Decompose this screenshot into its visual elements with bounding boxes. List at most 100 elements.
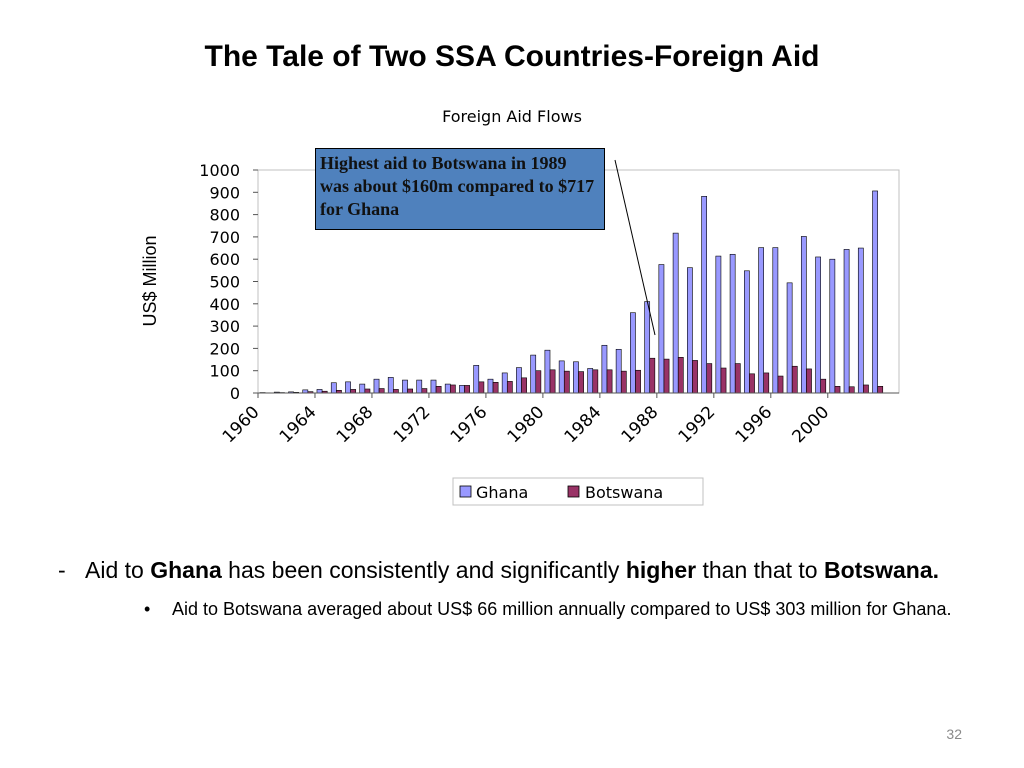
x-tick-label: 1972 bbox=[390, 402, 435, 447]
sub-bullet-text: Aid to Botswana averaged about US$ 66 mi… bbox=[172, 599, 952, 619]
x-tick-label: 2000 bbox=[789, 402, 834, 447]
bar-ghana-1967 bbox=[359, 383, 366, 394]
bars bbox=[258, 190, 899, 394]
bar-botswana-1975 bbox=[478, 381, 485, 394]
bar-ghana-1976 bbox=[487, 378, 494, 394]
bar-ghana-1983 bbox=[587, 368, 594, 394]
bar-ghana-1978 bbox=[516, 367, 522, 394]
y-tick-label: 1000 bbox=[199, 161, 240, 180]
bar-ghana-1975 bbox=[473, 365, 480, 394]
y-tick-label: 400 bbox=[209, 295, 240, 314]
bar-botswana-1976 bbox=[492, 381, 499, 394]
bullet-level-2: • Aid to Botswana averaged about US$ 66 m… bbox=[144, 596, 982, 622]
bar-ghana-1985 bbox=[615, 348, 622, 394]
bar-ghana-1969 bbox=[387, 377, 394, 394]
bar-botswana-1973 bbox=[449, 384, 456, 394]
bar-botswana-1992 bbox=[720, 367, 727, 394]
bar-ghana-1982 bbox=[573, 361, 579, 394]
y-tick-label: 300 bbox=[209, 317, 240, 336]
legend-swatch-botswana bbox=[567, 485, 580, 498]
bar-botswana-1978 bbox=[521, 377, 527, 394]
bullet-list: - Aid to Ghana has been consistently and … bbox=[58, 555, 1008, 622]
bar-ghana-1993 bbox=[729, 253, 736, 394]
bar-ghana-1988 bbox=[658, 264, 665, 394]
x-tick-label: 1984 bbox=[561, 402, 606, 447]
legend-label-ghana: Ghana bbox=[476, 483, 528, 502]
bar-ghana-1990 bbox=[687, 267, 693, 394]
bar-botswana-1983 bbox=[592, 369, 599, 394]
bar-ghana-1977 bbox=[501, 372, 508, 394]
bar-botswana-1970 bbox=[407, 388, 414, 394]
legend-label-botswana: Botswana bbox=[585, 483, 663, 502]
page-number: 32 bbox=[946, 726, 962, 742]
bar-botswana-1982 bbox=[578, 371, 584, 394]
bar-ghana-1971 bbox=[416, 379, 423, 394]
bar-ghana-1974 bbox=[459, 385, 465, 394]
bar-ghana-1984 bbox=[601, 344, 608, 394]
x-tick-label: 1976 bbox=[447, 402, 492, 447]
bar-botswana-2001 bbox=[848, 386, 855, 394]
chart-title: Foreign Aid Flows bbox=[442, 107, 582, 126]
bar-ghana-1997 bbox=[786, 282, 793, 394]
bullet-level-1: - Aid to Ghana has been consistently and … bbox=[58, 555, 1008, 586]
x-tick-label: 1988 bbox=[618, 402, 663, 447]
bullet-text: has been consistently and significantly bbox=[221, 557, 626, 583]
bullet-bold-higher: higher bbox=[625, 557, 697, 583]
bullet-text: Aid to bbox=[85, 557, 151, 583]
bar-botswana-1994 bbox=[749, 373, 755, 394]
bullet-dash: - bbox=[58, 557, 66, 583]
bar-botswana-1999 bbox=[820, 378, 827, 394]
bar-ghana-1964 bbox=[316, 389, 323, 394]
x-tick-label: 1960 bbox=[219, 402, 264, 447]
bar-ghana-1979 bbox=[530, 354, 537, 394]
bar-botswana-1990 bbox=[692, 360, 698, 394]
bar-ghana-1987 bbox=[644, 301, 651, 394]
bar-botswana-1991 bbox=[706, 363, 713, 394]
y-axis: 0 100 200 300 400 500 600 700 800 900 1000 bbox=[199, 161, 258, 403]
bar-botswana-1997 bbox=[791, 365, 798, 394]
bar-botswana-1974 bbox=[464, 385, 470, 394]
bar-ghana-1992 bbox=[715, 255, 722, 394]
y-tick-label: 500 bbox=[209, 273, 240, 292]
bar-ghana-1991 bbox=[701, 196, 708, 394]
bar-botswana-1980 bbox=[549, 369, 556, 394]
bar-botswana-1989 bbox=[677, 357, 684, 394]
y-tick-label: 200 bbox=[209, 339, 240, 358]
bar-botswana-1985 bbox=[620, 370, 627, 394]
bar-ghana-1968 bbox=[373, 378, 380, 394]
bar-botswana-2003 bbox=[877, 386, 884, 394]
bar-ghana-1999 bbox=[815, 256, 821, 394]
bar-botswana-1969 bbox=[393, 389, 399, 394]
bar-ghana-1966 bbox=[345, 381, 351, 394]
bar-botswana-1972 bbox=[435, 386, 442, 394]
bullet-dot: • bbox=[144, 599, 151, 619]
bar-ghana-1996 bbox=[772, 247, 779, 394]
bar-botswana-2000 bbox=[834, 386, 841, 394]
bar-ghana-1970 bbox=[402, 379, 408, 394]
bar-botswana-1966 bbox=[350, 389, 357, 394]
bar-botswana-1979 bbox=[535, 370, 542, 394]
bar-ghana-1973 bbox=[444, 383, 451, 394]
bullet-text: than that to bbox=[696, 557, 824, 583]
bar-botswana-1998 bbox=[806, 368, 812, 394]
x-tick-label: 1992 bbox=[675, 402, 720, 447]
bar-botswana-1967 bbox=[364, 388, 371, 394]
x-tick-label: 1996 bbox=[732, 402, 777, 447]
bar-ghana-1980 bbox=[544, 349, 551, 394]
slide-title: The Tale of Two SSA Countries-Foreign Ai… bbox=[204, 40, 820, 73]
bar-botswana-1984 bbox=[606, 369, 613, 394]
y-tick-label: 800 bbox=[209, 206, 240, 225]
bar-botswana-1987 bbox=[649, 357, 656, 394]
bar-botswana-1986 bbox=[635, 369, 641, 394]
bullet-bold-ghana: Ghana bbox=[150, 557, 222, 583]
bar-botswana-1988 bbox=[663, 358, 670, 394]
legend: Ghana Botswana bbox=[452, 477, 704, 506]
bar-botswana-1996 bbox=[777, 375, 784, 394]
bar-botswana-1995 bbox=[763, 372, 770, 394]
chart: Foreign Aid Flows US$ Million 0 100 200 300… bbox=[140, 107, 900, 506]
y-tick-label: 900 bbox=[209, 183, 240, 202]
bar-ghana-1995 bbox=[758, 247, 764, 394]
x-axis: 1960 1964 1968 1972 1976 1980 1984 1988 1992 1996… bbox=[219, 393, 834, 447]
y-tick-label: 0 bbox=[230, 384, 240, 403]
bar-ghana-2001 bbox=[843, 249, 850, 394]
